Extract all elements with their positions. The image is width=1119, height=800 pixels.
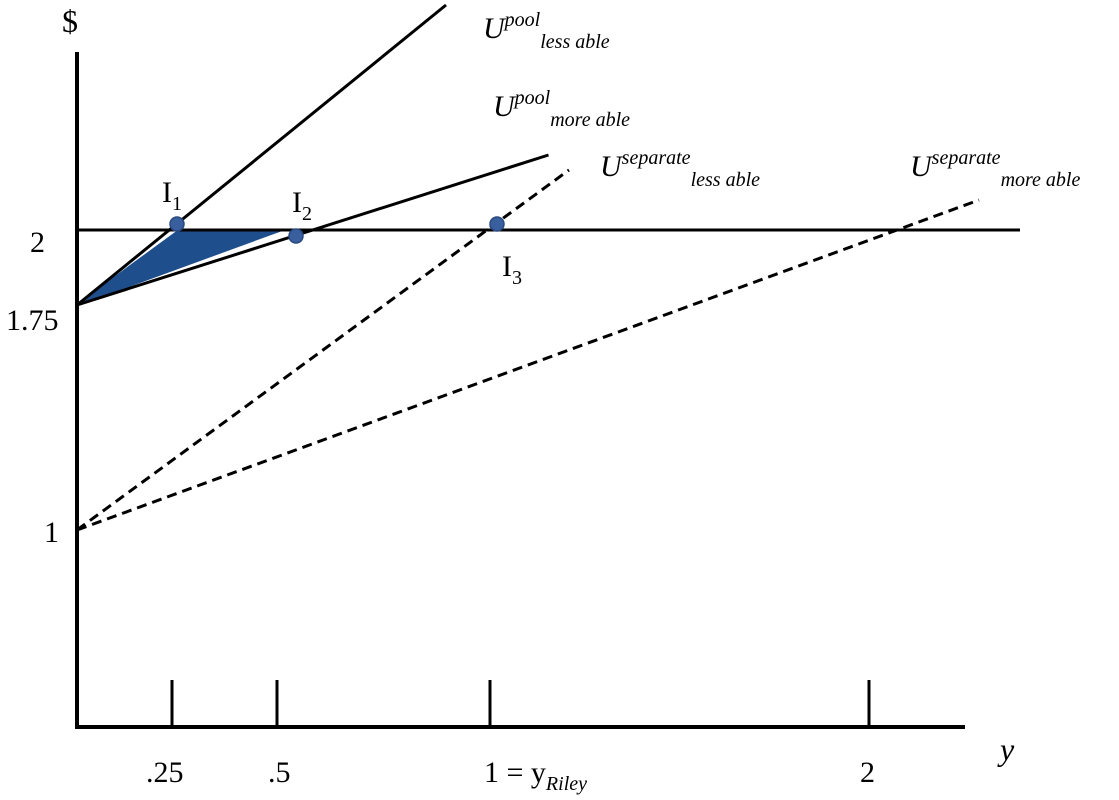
x-axis-label: y <box>997 731 1015 767</box>
point-label-i3: I3 <box>502 250 522 289</box>
point-label-i2: I2 <box>292 186 312 225</box>
series-label-sup: separate <box>932 147 1001 169</box>
point-label-i1: I1 <box>162 176 182 215</box>
point-i2 <box>288 228 304 244</box>
series-label-sub: less able <box>540 31 610 53</box>
x-tick-label-025: .25 <box>146 756 184 789</box>
series-label-sub: less able <box>691 169 761 191</box>
series-label-letter: U <box>600 150 624 183</box>
series-label-pool-less-able: Upoolless able <box>483 9 610 53</box>
x-tick-label-2: 2 <box>860 756 875 789</box>
point-label-letter: I <box>162 176 172 209</box>
point-label-letter: I <box>292 186 302 219</box>
y-tick-label-175: 1.75 <box>6 304 59 337</box>
series-label-separate-more-able: Useparatemore able <box>910 147 1080 191</box>
x-tick-label-1-riley: 1 = yRiley <box>484 756 587 795</box>
point-label-letter: I <box>502 250 512 283</box>
series-label-letter: U <box>910 150 934 183</box>
x-tick-label-05: .5 <box>268 756 291 789</box>
series-line-separate-more-able <box>76 198 980 532</box>
series-label-sup: pool <box>513 87 551 109</box>
x-tick-label-riley-sub: Riley <box>545 773 587 795</box>
point-label-sub: 1 <box>172 193 182 215</box>
series-line-separate-less-able <box>76 168 570 532</box>
y-tick-label-2: 2 <box>30 226 45 259</box>
y-tick-label-1: 1 <box>44 516 59 549</box>
series-line-pool-less-able <box>76 3 447 307</box>
point-i3 <box>489 216 505 232</box>
series-label-sup: separate <box>622 147 691 169</box>
point-label-sub: 3 <box>512 267 522 289</box>
x-tick-label-1-riley-main: 1 = y <box>484 756 546 789</box>
series-label-pool-more-able: Upoolmore able <box>493 87 630 131</box>
point-i1 <box>169 216 185 232</box>
series-label-sub: more able <box>550 109 630 131</box>
series-label-letter: U <box>493 90 517 123</box>
point-label-sub: 2 <box>302 203 312 225</box>
y-axis-label: $ <box>62 3 78 39</box>
series-label-letter: U <box>483 12 507 45</box>
series-label-sup: pool <box>503 9 541 31</box>
series-label-separate-less-able: Useparateless able <box>600 147 760 191</box>
series-label-sub: more able <box>1001 169 1081 191</box>
